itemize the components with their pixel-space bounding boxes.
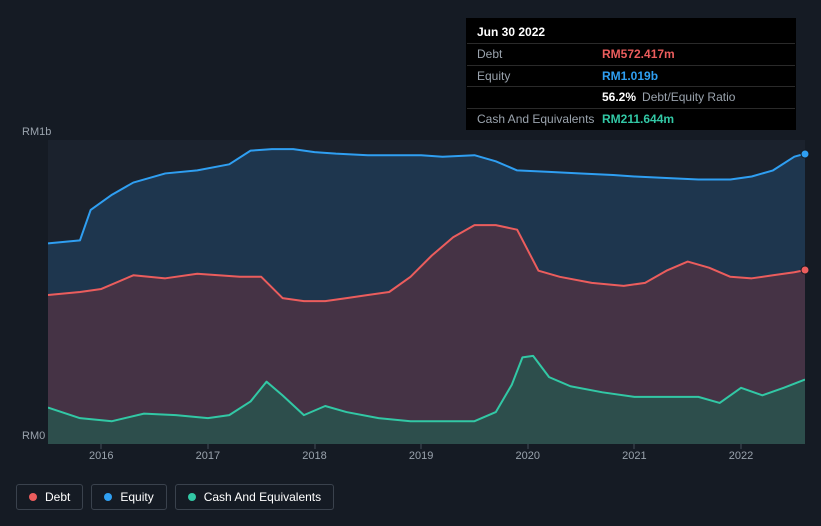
y-axis-top-label: RM1b	[22, 126, 51, 138]
legend-item-cash-and-equivalents[interactable]: Cash And Equivalents	[175, 484, 334, 510]
x-tick-mark	[207, 444, 208, 449]
x-tick-label: 2018	[302, 450, 326, 462]
tooltip-ratio-pct: 56.2%	[602, 90, 636, 104]
tooltip-date: Jun 30 2022	[467, 19, 795, 43]
series-end-marker-equity	[801, 149, 810, 158]
tooltip-row: EquityRM1.019b	[467, 65, 795, 86]
legend-item-label: Debt	[45, 490, 70, 504]
x-tick-label: 2022	[729, 450, 753, 462]
tooltip-row-value: RM572.417m	[602, 47, 675, 61]
tooltip-row: 56.2% Debt/Equity Ratio	[467, 86, 795, 107]
x-tick-mark	[634, 444, 635, 449]
tooltip-row-value: RM1.019b	[602, 69, 658, 83]
x-tick-label: 2020	[516, 450, 540, 462]
x-axis: 2016 2017 2018 2019 2020 2021 2022	[0, 444, 821, 464]
series-end-marker-debt	[801, 266, 810, 275]
y-axis-bottom-label: RM0	[22, 430, 45, 442]
x-tick-mark	[314, 444, 315, 449]
x-tick-mark	[421, 444, 422, 449]
legend-dot-icon	[29, 493, 37, 501]
tooltip-row-label: Equity	[477, 69, 602, 83]
tooltip-row-label: Debt	[477, 47, 602, 61]
x-tick-mark	[527, 444, 528, 449]
x-tick-label: 2019	[409, 450, 433, 462]
legend-item-label: Equity	[120, 490, 153, 504]
tooltip-ratio-label: Debt/Equity Ratio	[642, 90, 735, 104]
legend-dot-icon	[104, 493, 112, 501]
chart-tooltip: Jun 30 2022 DebtRM572.417mEquityRM1.019b…	[466, 18, 796, 130]
x-tick-mark	[101, 444, 102, 449]
x-tick-label: 2017	[196, 450, 220, 462]
tooltip-row-label: Cash And Equivalents	[477, 112, 602, 126]
tooltip-row: DebtRM572.417m	[467, 43, 795, 64]
tooltip-row: Cash And EquivalentsRM211.644m	[467, 108, 795, 129]
x-tick-label: 2021	[622, 450, 646, 462]
chart-plot-area[interactable]	[48, 140, 805, 444]
tooltip-row-label	[477, 90, 602, 104]
legend-item-label: Cash And Equivalents	[204, 490, 321, 504]
x-tick-mark	[741, 444, 742, 449]
legend: Debt Equity Cash And Equivalents	[16, 484, 334, 510]
chart-svg	[48, 140, 805, 444]
x-tick-label: 2016	[89, 450, 113, 462]
tooltip-row-value: RM211.644m	[602, 112, 674, 126]
legend-dot-icon	[188, 493, 196, 501]
legend-item-debt[interactable]: Debt	[16, 484, 83, 510]
legend-item-equity[interactable]: Equity	[91, 484, 166, 510]
